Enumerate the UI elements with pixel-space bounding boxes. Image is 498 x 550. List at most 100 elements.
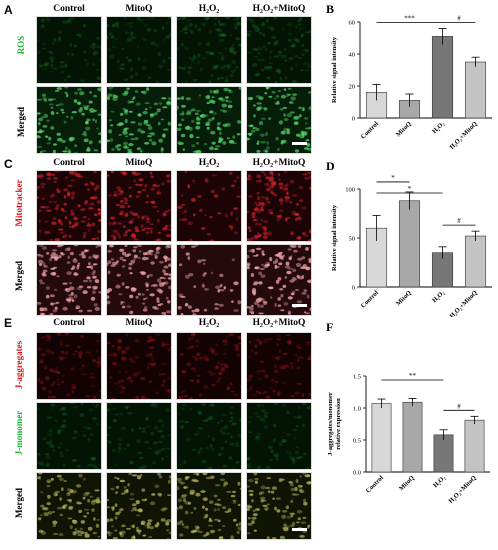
column-header-h2o2: H₂O₂: [198, 158, 220, 168]
bar: [464, 61, 487, 119]
scale-bar: [292, 142, 307, 145]
y-tick-label: 0.5: [353, 438, 361, 445]
y-tick-label: 0.0: [353, 470, 361, 477]
y-tick-label: 20: [349, 84, 356, 91]
x-tick-label: Control: [360, 120, 380, 140]
micrograph-tile: [245, 332, 313, 400]
y-axis-label: J-aggregates/monomer: [327, 392, 334, 456]
micrograph-tile: [105, 332, 174, 401]
panel-letter-a: A: [4, 3, 13, 17]
bar-chart-d: D 0 50 100 Relative signal intensity Control M…: [326, 159, 492, 317]
significance-label: ***: [404, 14, 415, 22]
column-header-h2o2-mitoq: H₂O₂+MitoQ: [252, 158, 306, 168]
y-axis-label: Relative signal intensity: [331, 204, 338, 271]
micrograph-tile: [36, 331, 103, 400]
scale-bar: [292, 304, 307, 307]
panel-letter: B: [326, 2, 334, 16]
micrograph-tile: [104, 243, 173, 316]
micrograph-tile: [176, 332, 243, 401]
bar: [431, 36, 454, 119]
x-tick-label: H₂O₂+MitoQ: [447, 474, 477, 504]
micrograph-tile: [36, 471, 102, 540]
column-header-h2o2-mitoq: H₂O₂+MitoQ: [252, 4, 306, 14]
panel-letter-c: C: [4, 157, 13, 171]
x-tick-label: Control: [365, 474, 385, 494]
micrograph-tile: [105, 15, 173, 84]
column-header-h2o2: H₂O₂: [198, 318, 220, 328]
bar: [464, 419, 485, 473]
bar-chart-b: B 0 20 40 60 Relative signal intensity Control…: [326, 2, 492, 151]
significance-label: #: [457, 217, 461, 225]
row-label-merged: Merged: [14, 261, 24, 291]
y-tick-label: 1.0: [353, 406, 361, 413]
significance-label: **: [409, 372, 417, 380]
x-tick-label: MitoQ: [395, 289, 413, 307]
micrograph-tile: [176, 169, 242, 242]
column-header-control: Control: [53, 158, 85, 168]
significance-label: #: [457, 402, 461, 410]
y-tick-label: 60: [349, 20, 356, 27]
x-tick-label: H₂O₂: [432, 474, 447, 489]
column-header-mitoq: MitoQ: [125, 318, 153, 328]
micrograph-tile: [245, 471, 312, 540]
y-axis-label: Relative signal intensity: [331, 36, 338, 103]
y-tick-label: 50: [349, 236, 356, 243]
micrograph-tile: [246, 16, 313, 85]
micrograph-tile: [35, 16, 103, 84]
micrograph-tile: [105, 85, 172, 154]
column-header-h2o2: H₂O₂: [198, 4, 220, 14]
column-header-mitoq: MitoQ: [125, 158, 153, 168]
micrograph-tile: [36, 243, 103, 317]
micrograph-tile: [104, 472, 173, 541]
micrograph-tile: [35, 401, 102, 471]
x-tick-label: MitoQ: [398, 474, 416, 492]
column-header-control: Control: [53, 318, 85, 328]
scale-bar: [292, 528, 307, 531]
significance-label: *: [391, 174, 395, 182]
micrograph-tile: [176, 85, 242, 154]
x-tick-label: H₂O₂+MitoQ: [448, 289, 478, 317]
y-tick-label: 40: [349, 52, 356, 59]
x-tick-label: H₂O₂+MitoQ: [448, 120, 478, 150]
bar: [433, 434, 454, 473]
bar-chart-f: F 0.0 0.5 1.0 1.5 J-aggregates/monomer relativ…: [326, 320, 490, 505]
x-tick-label: MitoQ: [395, 120, 413, 138]
column-header-control: Control: [53, 4, 85, 14]
micrograph-tile: [175, 15, 244, 84]
row-label-ros: ROS: [16, 35, 26, 55]
micrograph-tile: [245, 170, 313, 242]
panel-letter: F: [326, 320, 333, 334]
y-tick-label: 0: [352, 116, 355, 123]
y-tick-label: 100: [345, 187, 355, 194]
micrograph-tile: [176, 244, 242, 317]
significance-label: *: [408, 185, 412, 193]
micrograph-tile: [244, 85, 313, 154]
bar: [464, 235, 487, 288]
micrograph-tile: [175, 401, 243, 470]
micrograph-tile: [35, 169, 104, 243]
row-label-j-monomer: J-monomer: [14, 410, 24, 456]
micrograph-tile: [106, 401, 172, 471]
panel-letter-e: E: [4, 316, 13, 330]
micrograph-tile: [105, 170, 174, 242]
x-tick-label: H₂O₂: [431, 289, 446, 304]
row-label-merged: Merged: [16, 107, 26, 137]
column-header-mitoq: MitoQ: [125, 4, 153, 14]
bar: [402, 401, 423, 473]
x-tick-label: H₂O₂: [431, 120, 446, 135]
row-label-j-aggregates: J-aggregates: [14, 340, 24, 390]
y-tick-label: 0: [352, 285, 355, 292]
row-label-mitotracker: Mitotracker: [14, 179, 24, 227]
micrograph-tile: [246, 402, 312, 471]
significance-label: #: [457, 14, 461, 22]
bar: [371, 403, 392, 473]
panel-letter: D: [326, 159, 335, 173]
micrograph-tile: [34, 86, 103, 155]
x-tick-label: Control: [360, 289, 380, 309]
bar: [398, 200, 421, 288]
y-tick-label: 1.5: [353, 374, 361, 381]
column-header-h2o2-mitoq: H₂O₂+MitoQ: [252, 318, 306, 328]
y-axis-label: relative expression: [335, 398, 342, 450]
row-label-merged: Merged: [14, 488, 24, 518]
micrograph-tile: [175, 471, 243, 540]
